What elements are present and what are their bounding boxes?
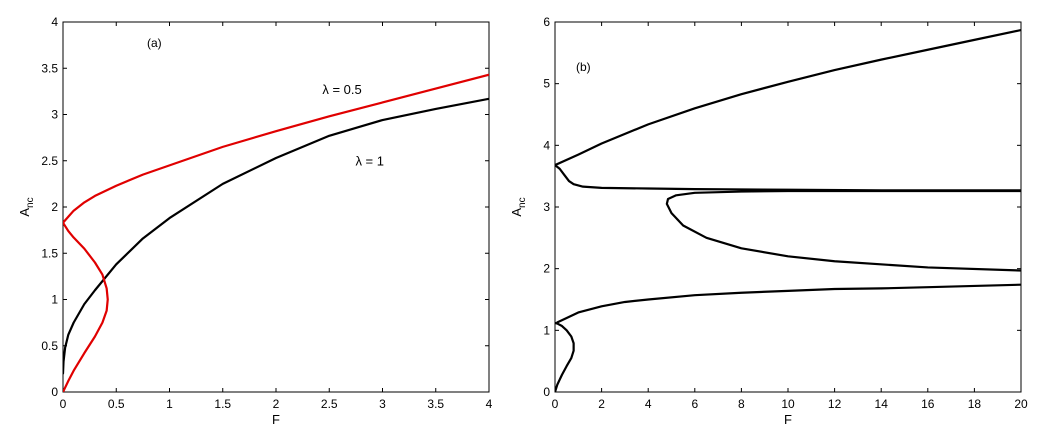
panel-a-xtick-label: 0 (60, 397, 67, 411)
panel-b-series-line-2 (665, 189, 1021, 272)
panel-a-xtick-label: 3.5 (427, 397, 444, 411)
panel-a-xtick-label: 0.5 (108, 397, 125, 411)
panel-b-series-group (555, 28, 1021, 392)
panel-b-series-line-0 (555, 28, 1021, 167)
panel-a-xtick-label: 1 (166, 397, 173, 411)
panel-b-xtick-label: 10 (781, 397, 795, 411)
panel-b-series-line-1 (555, 163, 1021, 192)
panel-b-ytick-label: 0 (543, 385, 550, 399)
panel-a-series-line-2 (63, 221, 109, 392)
panel-a-ytick-label: 3.5 (41, 61, 58, 75)
panel-a-axes-box (62, 21, 490, 393)
panel-b-xtick-label: 12 (828, 397, 842, 411)
panel-a-ytick-label: 2 (51, 200, 58, 214)
panel-a-series-group (63, 73, 489, 392)
panel-a-ylabel-sub: nc (25, 197, 36, 208)
panel-b-series-line-4 (556, 283, 1021, 324)
panel-a-ylabel-main: A (17, 208, 32, 217)
panel-a-series-line-0 (63, 97, 489, 375)
panel-a-xtick-label: 3 (379, 397, 386, 411)
panel-b-xtick-label: 4 (645, 397, 652, 411)
panel-b-xtick-label: 6 (691, 397, 698, 411)
panel-b-ytick-label: 5 (543, 77, 550, 91)
panel-b-xtick-label: 2 (598, 397, 605, 411)
panel-a-ytick-label: 1 (51, 293, 58, 307)
panel-a-ytick-label: 2.5 (41, 154, 58, 168)
panel-a-label: (a) (147, 36, 162, 50)
panel-b-ylabel: Anc (509, 197, 528, 216)
panel-a-xtick-label: 4 (486, 397, 493, 411)
panel-a-annotation: λ = 0.5 (322, 82, 361, 97)
panel-b-ylabel-main: A (509, 208, 524, 217)
panel-b-ytick-label: 1 (543, 323, 550, 337)
panel-b-xtick-label: 20 (1014, 397, 1028, 411)
panel-b-ytick-label: 2 (543, 262, 550, 276)
panel-a: 0 0.5 1 1.5 2 2.5 3 3.5 4 0 0.5 1 1.5 2 2.5 3 3.5 4 F Anc (a… (17, 15, 493, 427)
panel-a-ytick-label: 0 (51, 385, 58, 399)
panel-a-ytick-label: 4 (51, 15, 58, 29)
panel-b-ytick-label: 6 (543, 15, 550, 29)
panel-a-xtick-label: 2 (273, 397, 280, 411)
panel-a-series-line-1 (63, 73, 489, 224)
panel-b-xtick-label: 16 (921, 397, 935, 411)
panel-b-xtick-label: 18 (968, 397, 982, 411)
panel-b-series-line-3 (555, 321, 575, 392)
panel-b-label: (b) (576, 60, 591, 74)
panel-b-ytick-label: 3 (543, 200, 550, 214)
panel-b-xtick-label: 0 (552, 397, 559, 411)
panel-b-ylabel-sub: nc (517, 197, 528, 208)
panel-a-ytick-label: 3 (51, 108, 58, 122)
panel-a-xtick-label: 2.5 (321, 397, 338, 411)
panel-a-ytick-label: 1.5 (41, 246, 58, 260)
panel-b-xtick-label: 8 (738, 397, 745, 411)
panel-b-xtick-label: 14 (875, 397, 889, 411)
panel-b-ytick-label: 4 (543, 138, 550, 152)
panel-a-xlabel: F (272, 412, 280, 427)
panel-a-xtick-label: 1.5 (214, 397, 231, 411)
panel-a-ytick-label: 0.5 (41, 339, 58, 353)
panel-a-annotation: λ = 1 (355, 153, 384, 168)
panel-a-ylabel: Anc (17, 197, 36, 216)
panel-b-xlabel: F (784, 412, 792, 427)
panel-b-axes-box (554, 21, 1022, 393)
